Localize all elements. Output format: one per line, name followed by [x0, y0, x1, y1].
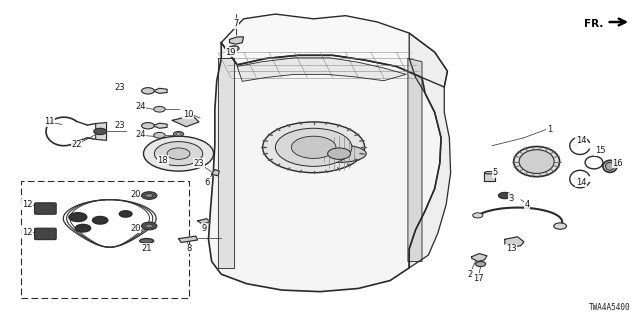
Polygon shape — [172, 116, 199, 127]
Circle shape — [176, 133, 181, 135]
Text: 14: 14 — [576, 136, 586, 146]
Polygon shape — [179, 236, 198, 243]
Text: 24: 24 — [135, 101, 145, 111]
Polygon shape — [505, 237, 524, 247]
Circle shape — [291, 136, 336, 158]
Text: 24: 24 — [135, 130, 145, 139]
Ellipse shape — [605, 162, 614, 170]
Polygon shape — [472, 253, 487, 261]
Circle shape — [499, 192, 511, 199]
Circle shape — [143, 136, 214, 171]
Text: 20: 20 — [130, 224, 140, 233]
Ellipse shape — [519, 150, 554, 173]
Text: 4: 4 — [524, 200, 530, 209]
Circle shape — [93, 216, 108, 224]
Polygon shape — [221, 14, 447, 87]
Polygon shape — [153, 88, 167, 93]
Circle shape — [275, 128, 352, 166]
Circle shape — [154, 106, 165, 112]
Circle shape — [231, 47, 237, 50]
Ellipse shape — [140, 238, 154, 243]
Polygon shape — [153, 123, 167, 128]
Text: 6: 6 — [205, 178, 210, 187]
Text: 23: 23 — [114, 83, 125, 92]
Text: 12: 12 — [22, 228, 32, 237]
Circle shape — [119, 211, 132, 217]
Text: FR.: FR. — [584, 19, 604, 28]
Polygon shape — [96, 123, 106, 140]
Text: 5: 5 — [493, 168, 498, 177]
Text: 8: 8 — [187, 244, 192, 253]
Ellipse shape — [514, 147, 559, 177]
Text: 17: 17 — [473, 274, 483, 283]
Polygon shape — [409, 33, 451, 268]
Circle shape — [554, 223, 566, 229]
Circle shape — [229, 46, 239, 51]
Text: 14: 14 — [576, 178, 586, 187]
Circle shape — [473, 213, 483, 218]
Ellipse shape — [603, 160, 617, 172]
Circle shape — [94, 128, 106, 135]
Circle shape — [145, 194, 153, 197]
Bar — [20, 180, 189, 298]
Text: 9: 9 — [202, 224, 207, 233]
Polygon shape — [218, 59, 234, 268]
Circle shape — [141, 88, 154, 94]
Polygon shape — [198, 219, 211, 224]
Polygon shape — [209, 43, 441, 292]
FancyBboxPatch shape — [35, 228, 56, 240]
Text: TWA4A5400: TWA4A5400 — [589, 303, 631, 312]
Text: 11: 11 — [44, 117, 54, 126]
FancyBboxPatch shape — [35, 203, 56, 214]
Ellipse shape — [484, 172, 495, 174]
Circle shape — [328, 148, 351, 159]
Circle shape — [145, 224, 153, 228]
Circle shape — [154, 132, 165, 138]
Circle shape — [476, 261, 486, 267]
Circle shape — [141, 123, 154, 129]
Circle shape — [141, 222, 157, 230]
Text: 23: 23 — [114, 121, 125, 130]
Text: 20: 20 — [130, 190, 140, 199]
Text: 15: 15 — [595, 146, 605, 155]
Circle shape — [154, 142, 203, 166]
Text: 3: 3 — [508, 194, 514, 203]
Text: 12: 12 — [22, 200, 32, 209]
Ellipse shape — [312, 145, 366, 162]
Text: 7: 7 — [233, 19, 239, 28]
Text: 10: 10 — [183, 109, 193, 118]
Polygon shape — [408, 59, 422, 261]
Text: 2: 2 — [467, 270, 472, 279]
Text: 19: 19 — [225, 48, 236, 57]
Text: 16: 16 — [612, 159, 623, 168]
Text: 1: 1 — [547, 125, 552, 134]
Text: 21: 21 — [141, 244, 152, 253]
Text: 23: 23 — [194, 159, 204, 168]
Circle shape — [141, 192, 157, 199]
Circle shape — [262, 122, 365, 173]
Text: 18: 18 — [157, 156, 168, 164]
Circle shape — [173, 132, 184, 137]
Polygon shape — [237, 58, 406, 81]
Circle shape — [167, 148, 190, 159]
Circle shape — [69, 213, 87, 221]
Polygon shape — [212, 170, 220, 176]
Polygon shape — [230, 37, 244, 44]
Circle shape — [76, 224, 91, 232]
Text: 13: 13 — [506, 244, 516, 253]
Text: 22: 22 — [71, 140, 82, 149]
Polygon shape — [484, 173, 495, 180]
